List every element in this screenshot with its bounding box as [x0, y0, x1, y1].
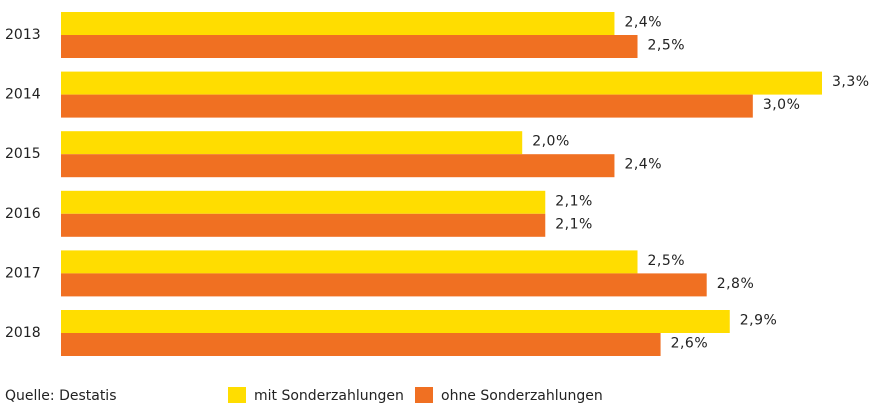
value-label: 2,6%: [671, 336, 709, 352]
y-tick-label: 2015: [5, 146, 41, 162]
y-tick-label: 2018: [5, 325, 41, 341]
value-label: 2,5%: [648, 38, 686, 54]
bar: [61, 35, 638, 58]
value-label: 2,1%: [555, 216, 593, 232]
bar: [61, 190, 546, 214]
bar: [61, 250, 638, 274]
source: Quelle: Destatis: [5, 388, 117, 404]
y-tick-label: 2016: [5, 206, 41, 222]
bar: [61, 310, 730, 333]
bar: [61, 71, 822, 95]
bar: [61, 131, 523, 155]
bar: [61, 273, 707, 297]
legend-swatch: [228, 387, 246, 403]
value-label: 3,0%: [763, 97, 801, 113]
y-tick-label: 2013: [5, 27, 41, 43]
bar: [61, 12, 615, 35]
value-label: 2,5%: [648, 253, 686, 269]
y-tick-label: 2017: [5, 265, 41, 281]
bar: [61, 154, 615, 178]
bar: [61, 94, 753, 118]
value-label: 2,0%: [532, 134, 570, 150]
bar: [61, 213, 546, 237]
legend-swatch: [415, 387, 433, 403]
value-label: 2,4%: [624, 157, 662, 173]
legend-label: mit Sonderzahlungen: [254, 388, 404, 404]
value-label: 2,9%: [740, 313, 778, 329]
bar: [61, 333, 661, 356]
y-tick-label: 2014: [5, 87, 41, 103]
value-label: 2,4%: [624, 15, 662, 31]
value-label: 2,8%: [717, 276, 755, 292]
value-label: 3,3%: [832, 74, 870, 90]
legend-label: ohne Sonderzahlungen: [441, 388, 603, 404]
value-label: 2,1%: [555, 193, 593, 209]
